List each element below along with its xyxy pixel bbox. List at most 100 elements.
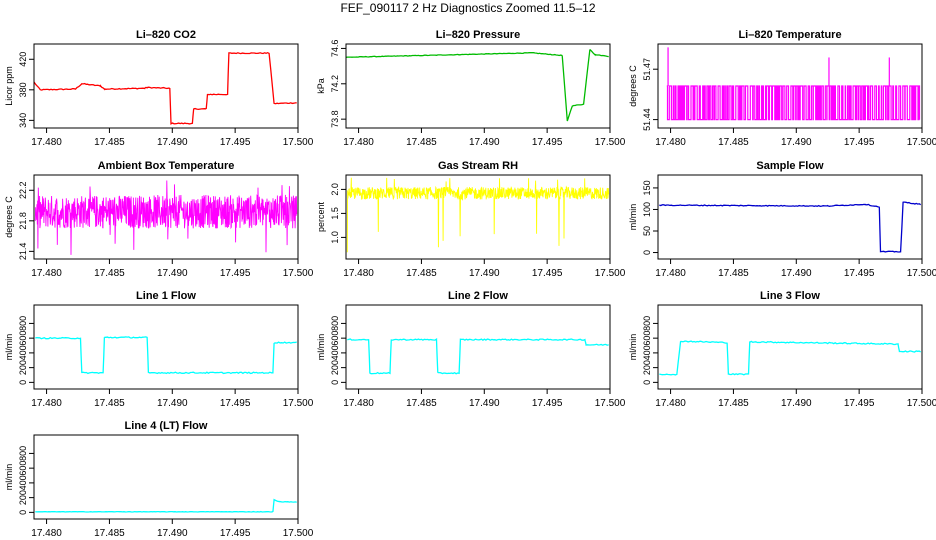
y-tick-label: 2.0 [330, 183, 340, 196]
x-tick-label: 17.500 [907, 268, 936, 279]
x-tick-label: 17.485 [406, 268, 437, 279]
x-tick-label: 17.500 [907, 398, 936, 409]
y-tick-label: 1.5 [330, 207, 340, 220]
series-group [659, 201, 922, 253]
series-group [347, 338, 609, 375]
chart-panel: Line 2 Flow 17.480 17.485 17.490 17.495 17.50… [316, 290, 626, 409]
x-tick-label: 17.490 [157, 137, 188, 148]
figure-title: FEF_090117 2 Hz Diagnostics Zoomed 11.5–… [340, 1, 596, 15]
x-tick-label: 17.480 [343, 398, 374, 409]
series-line [666, 85, 921, 121]
x-tick-label: 17.480 [655, 137, 686, 148]
series-line [34, 51, 297, 125]
x-tick-label: 17.495 [844, 398, 875, 409]
y-tick-label: 340 [18, 113, 28, 128]
x-tick-label: 17.480 [655, 398, 686, 409]
plot-frame [33, 43, 299, 129]
chart-panel: Line 4 (LT) Flow 17.480 17.485 17.490 17.495… [4, 420, 314, 539]
y-axis-label: degrees C [628, 65, 638, 107]
x-tick-label: 17.495 [844, 268, 875, 279]
chart-panel: Sample Flow 17.480 17.485 17.490 17.495 17.50… [628, 160, 936, 279]
y-tick-label: 0 [18, 380, 28, 385]
series-line [659, 201, 922, 253]
plot-frame [657, 304, 923, 390]
x-tick-label: 17.480 [343, 137, 374, 148]
y-axis-label: ml/min [628, 334, 638, 361]
x-tick-label: 17.490 [157, 528, 188, 539]
y-tick-label: 600 [642, 331, 652, 346]
y-tick-label: 74.6 [330, 40, 340, 58]
x-tick-label: 17.495 [532, 398, 563, 409]
y-tick-label: 0 [642, 250, 652, 255]
y-tick-label: 22.2 [18, 182, 28, 200]
plot-frame [33, 304, 299, 390]
panel-title: Li–820 Pressure [436, 29, 520, 41]
y-axis-label: percent [316, 201, 326, 232]
y-tick-label: 51.47 [642, 58, 652, 81]
y-tick-label: 200 [18, 360, 28, 375]
y-tick-label: 400 [642, 345, 652, 360]
y-tick-label: 1.0 [330, 231, 340, 244]
series-line [346, 177, 610, 253]
series-group [666, 47, 921, 121]
x-tick-label: 17.485 [718, 268, 749, 279]
x-tick-label: 17.500 [283, 398, 314, 409]
x-tick-label: 17.500 [907, 137, 936, 148]
y-tick-label: 600 [18, 331, 28, 346]
x-tick-label: 17.480 [343, 268, 374, 279]
x-tick-label: 17.480 [31, 137, 62, 148]
y-tick-label: 100 [642, 202, 652, 217]
series-group [35, 498, 297, 513]
panel-title: Line 3 Flow [760, 290, 820, 302]
chart-panel: Li–820 Pressure 17.480 17.485 17.490 17.495 1… [316, 29, 626, 148]
x-tick-label: 17.495 [220, 137, 251, 148]
plot-frame [33, 174, 299, 260]
x-tick-label: 17.485 [94, 398, 125, 409]
x-tick-label: 17.485 [718, 398, 749, 409]
series-group [35, 336, 297, 375]
panel-title: Gas Stream RH [438, 160, 518, 172]
series-line [347, 338, 609, 375]
x-tick-label: 17.490 [781, 268, 812, 279]
panel-title: Ambient Box Temperature [98, 160, 235, 172]
series-group [34, 180, 298, 255]
y-tick-label: 800 [18, 446, 28, 461]
plot-frame [657, 43, 923, 129]
x-tick-label: 17.500 [595, 137, 626, 148]
chart-panel: Line 1 Flow 17.480 17.485 17.490 17.495 17.50… [4, 290, 314, 409]
x-tick-label: 17.495 [532, 268, 563, 279]
series-line [34, 180, 298, 255]
x-tick-label: 17.490 [781, 137, 812, 148]
series-line [35, 498, 297, 513]
x-tick-label: 17.495 [532, 137, 563, 148]
y-tick-label: 200 [330, 360, 340, 375]
y-tick-label: 380 [18, 82, 28, 97]
plot-frame [345, 43, 611, 129]
x-tick-label: 17.485 [94, 137, 125, 148]
x-tick-label: 17.485 [94, 268, 125, 279]
chart-panel: Ambient Box Temperature 17.480 17.485 17.49… [4, 160, 314, 279]
series-group [34, 51, 297, 125]
y-tick-label: 0 [642, 380, 652, 385]
panel-title: Li–820 Temperature [738, 29, 841, 41]
x-tick-label: 17.485 [718, 137, 749, 148]
x-tick-label: 17.490 [469, 268, 500, 279]
y-tick-label: 0 [330, 380, 340, 385]
y-tick-label: 800 [18, 316, 28, 331]
y-tick-label: 21.4 [18, 243, 28, 261]
x-tick-label: 17.490 [157, 398, 188, 409]
x-tick-label: 17.500 [283, 528, 314, 539]
x-tick-label: 17.490 [469, 137, 500, 148]
y-tick-label: 73.8 [330, 110, 340, 128]
x-tick-label: 17.485 [406, 398, 437, 409]
x-tick-label: 17.495 [220, 398, 251, 409]
y-axis-label: ml/min [628, 204, 638, 231]
series-group [346, 49, 609, 122]
y-axis-label: ml/min [316, 334, 326, 361]
x-tick-label: 17.495 [220, 268, 251, 279]
series-group [659, 340, 922, 376]
series-line [346, 49, 609, 122]
y-tick-label: 0 [18, 510, 28, 515]
y-tick-label: 600 [18, 461, 28, 476]
